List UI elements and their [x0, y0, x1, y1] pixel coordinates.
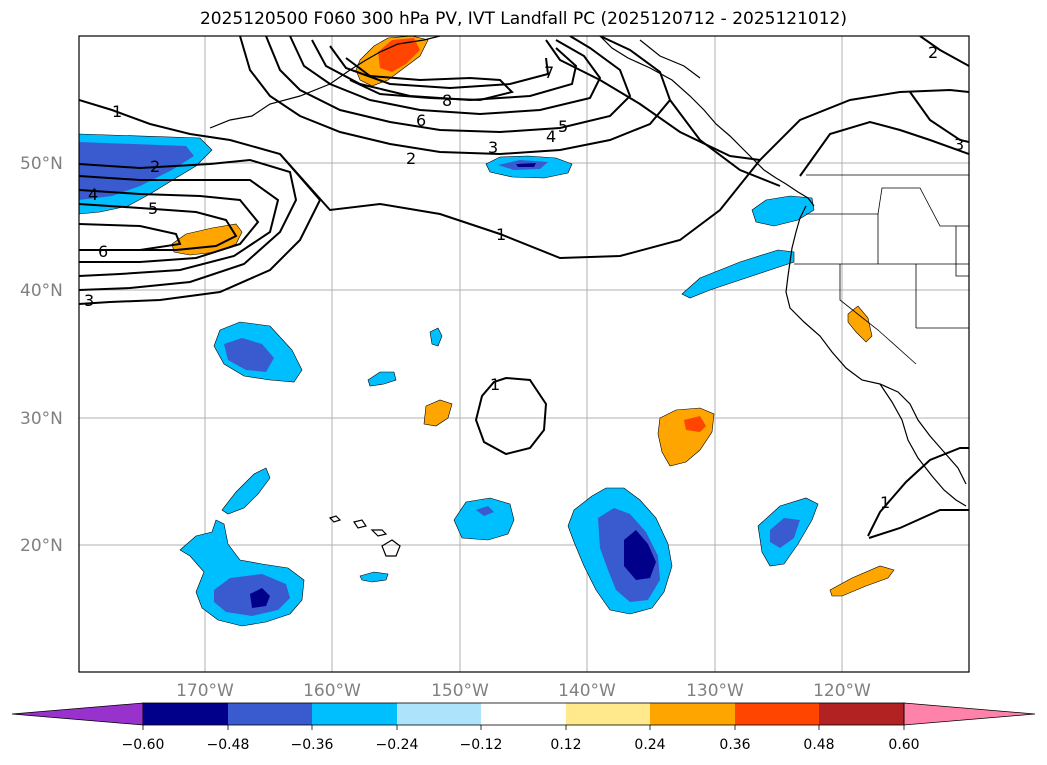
colorbar-segment [397, 703, 481, 725]
pv-contours [79, 36, 969, 539]
lon-tick-label: 140°W [558, 681, 616, 701]
contour-2 [79, 158, 298, 291]
lat-tick-label: 30°N [20, 409, 63, 429]
colorbar-segment [228, 703, 312, 725]
contour-label: 1 [490, 375, 500, 394]
lon-tick-label: 150°W [431, 681, 489, 701]
contour-6 [79, 223, 182, 251]
lon-tick-label: 120°W [813, 681, 871, 701]
contour-label: 2 [928, 43, 938, 62]
colorbar-extend-low [11, 702, 144, 726]
colorbar-segment [143, 703, 228, 725]
lat-tick-label: 40°N [20, 281, 63, 301]
colorbar-tick-label: −0.60 [122, 737, 165, 753]
lon-tick-label: 160°W [303, 681, 361, 701]
contour-label: 2 [150, 157, 160, 176]
contour-label: 5 [558, 117, 568, 136]
colorbar-tick-label: 0.48 [803, 737, 834, 753]
negative-anomaly-oregon [751, 195, 815, 227]
colorbar-segment [819, 703, 904, 725]
contour-label: 4 [88, 185, 98, 204]
map-title: 2025120500 F060 300 hPa PV, IVT Landfall… [199, 9, 847, 29]
contour-label: 1 [112, 102, 122, 121]
contour-label: 3 [954, 135, 964, 154]
positive-anomaly-ca [847, 305, 873, 343]
contour-label: 3 [84, 291, 94, 310]
contour-label: 3 [488, 138, 498, 157]
lon-tick-label: 130°W [686, 681, 744, 701]
map-frame [78, 35, 970, 673]
colorbar-tick-label: 0.36 [719, 737, 750, 753]
shaded-fields [79, 36, 895, 627]
colorbar: −0.60 −0.48 −0.36 −0.24 −0.12 0.12 0.24 … [11, 702, 1036, 753]
colorbar-segment [566, 703, 650, 725]
contour-4 [79, 189, 260, 263]
negative-anomaly-streak [681, 249, 795, 299]
colorbar-tick-label: 0.24 [634, 737, 665, 753]
colorbar-tick-label: −0.24 [376, 737, 419, 753]
contour-label: 6 [416, 111, 426, 130]
contour-label: 4 [546, 127, 556, 146]
contour-label: 1 [880, 493, 890, 512]
colorbar-tick-label: −0.36 [291, 737, 334, 753]
colorbar-tick-label: −0.48 [207, 737, 250, 753]
colorbar-segment [735, 703, 819, 725]
contour-3 [79, 175, 280, 277]
contour-label: 1 [496, 225, 506, 244]
contour-label: 5 [148, 199, 158, 218]
lat-ticks: 50°N 40°N 30°N 20°N [20, 154, 63, 556]
contour-labels: 1 2 3 4 5 6 2 3 4 5 6 7 8 1 1 1 2 3 [84, 43, 964, 512]
lat-tick-label: 50°N [20, 154, 63, 174]
contour-label: 7 [544, 63, 554, 82]
lon-ticks: 170°W 160°W 150°W 140°W 130°W 120°W [176, 681, 871, 701]
lon-tick-label: 170°W [176, 681, 234, 701]
political-borders [794, 174, 969, 365]
positive-anomaly-w [171, 223, 243, 256]
colorbar-tick-label: 0.12 [550, 737, 581, 753]
coastlines [209, 36, 967, 557]
colorbar-segment [650, 703, 735, 725]
colorbar-extend-high [903, 702, 1036, 726]
lat-tick-label: 20°N [20, 536, 63, 556]
contour-label: 6 [98, 242, 108, 261]
colorbar-segment [312, 703, 397, 725]
contour-label: 8 [442, 91, 452, 110]
colorbar-tick-label: −0.12 [460, 737, 503, 753]
colorbar-tick-label: 0.60 [888, 737, 919, 753]
colorbar-segment [481, 703, 566, 725]
contour-label: 2 [406, 149, 416, 168]
